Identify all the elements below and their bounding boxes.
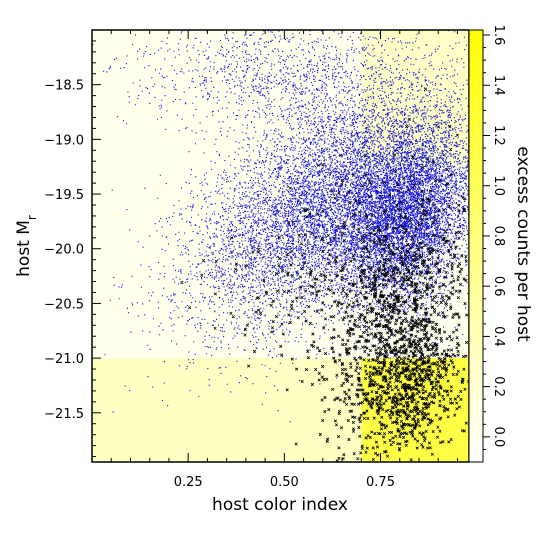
y-tick-label: −19.5 <box>44 188 84 203</box>
colorbar-tick-label: 1.6 <box>491 25 506 46</box>
scatter-series-dots <box>92 30 469 423</box>
colorbar-tick-label: 0.4 <box>491 326 506 347</box>
scatter-points-crosses <box>180 87 469 462</box>
x-tick-label: 0.75 <box>366 475 395 490</box>
y-tick-label: −20.0 <box>44 243 84 258</box>
y-axis-label: host Mr <box>14 215 39 277</box>
colorbar-tick-label: 0.2 <box>491 376 506 397</box>
scatter-points-dots <box>92 30 469 423</box>
axis-tick-labels: 0.25 0.50 0.75 −18.5 −19.0 −19.5 −20.0 −20.5 −21… <box>44 25 506 490</box>
colorbar-axis-label: excess counts per host <box>513 146 533 342</box>
excess-region-1 <box>361 30 469 167</box>
colorbar-tick-label: 0.0 <box>491 427 506 448</box>
y-tick-label: −20.5 <box>44 297 84 312</box>
y-tick-label: −19.0 <box>44 133 84 148</box>
colorbar-tick-label: 1.0 <box>491 175 506 196</box>
y-axis-label-main: host M <box>14 220 34 277</box>
y-tick-label: −21.0 <box>44 352 84 367</box>
y-axis-label-subscript: r <box>25 215 39 220</box>
x-axis-label: host color index <box>212 495 348 515</box>
excess-region-3 <box>92 358 362 462</box>
scatter-series-crosses <box>180 87 469 462</box>
x-tick-label: 0.50 <box>270 475 299 490</box>
colorbar <box>468 29 484 463</box>
axis-ticks <box>92 30 490 462</box>
colorbar-tick-label: 1.4 <box>491 75 506 96</box>
y-tick-label: −21.5 <box>44 407 84 422</box>
colorbar-tick-label: 0.8 <box>491 226 506 247</box>
x-tick-label: 0.25 <box>174 475 203 490</box>
colorbar-tick-label: 1.2 <box>491 125 506 146</box>
y-tick-label: −18.5 <box>44 79 84 94</box>
colorbar-tick-label: 0.6 <box>491 276 506 297</box>
